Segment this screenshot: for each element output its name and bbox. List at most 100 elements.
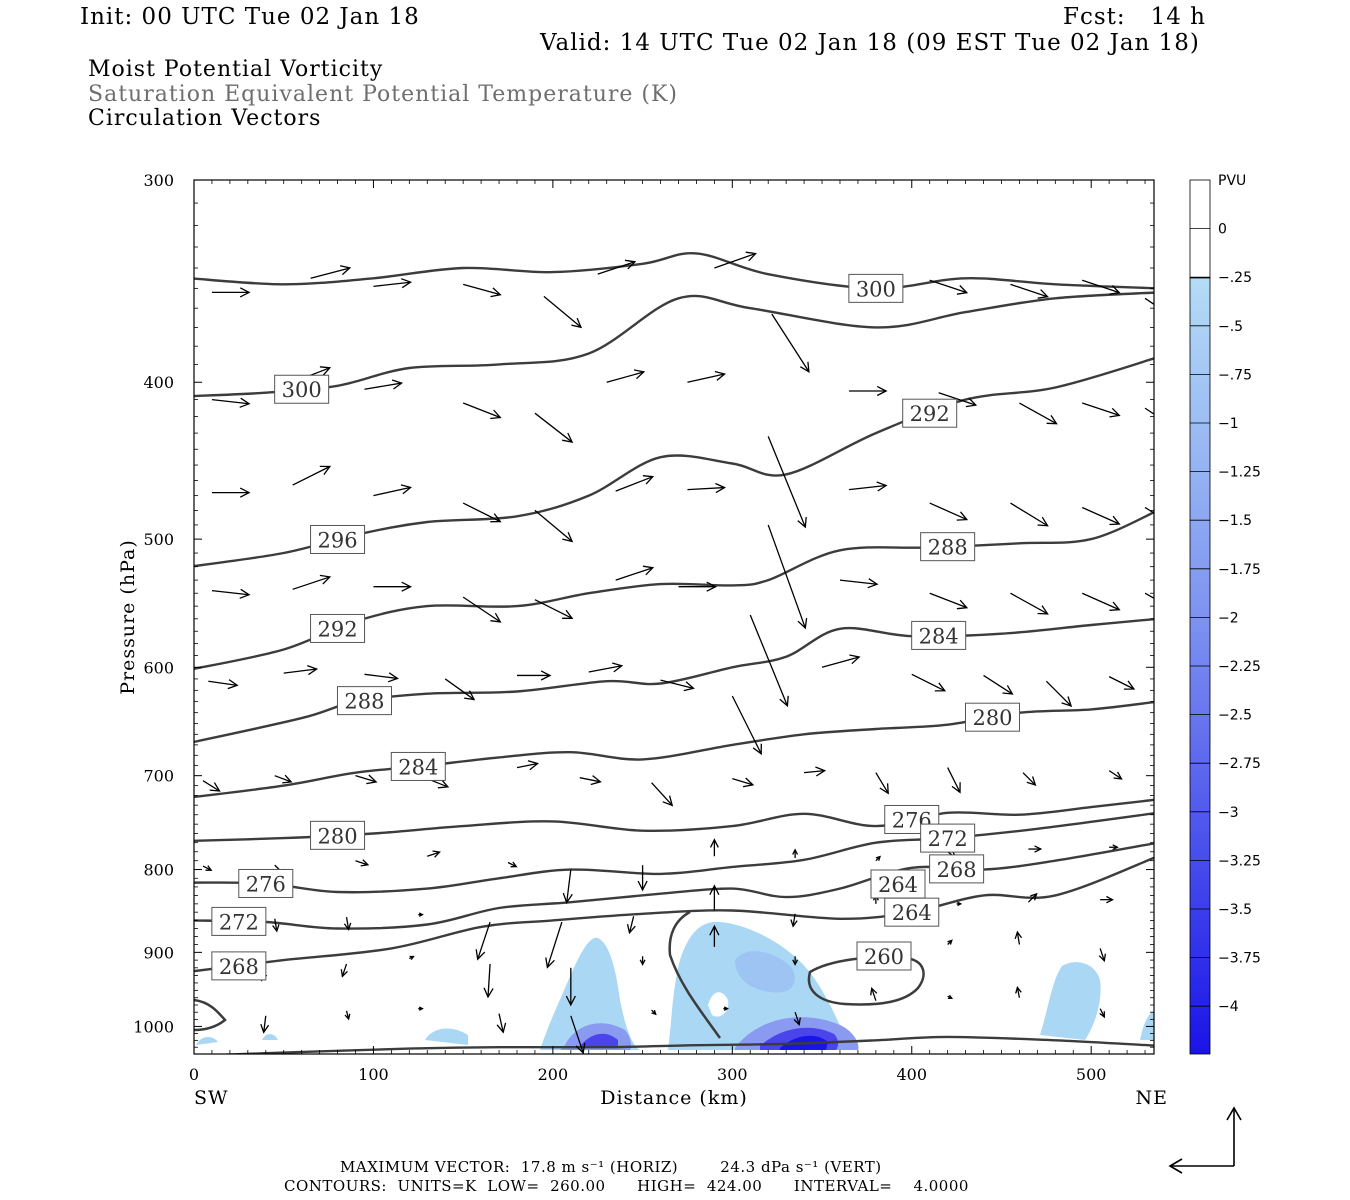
vector-arrow — [373, 484, 413, 497]
y-tick-label: 500 — [143, 530, 174, 549]
pv-area — [1040, 962, 1101, 1040]
contour-label: 268 — [929, 854, 985, 884]
vector-arrow — [839, 578, 879, 589]
circulation-vectors — [202, 251, 1154, 1054]
vector-arrow — [462, 596, 502, 623]
vector-arrow — [1144, 407, 1154, 415]
vector-arrow — [626, 916, 636, 935]
field-title-mpv: Moist Potential Vorticity — [88, 57, 384, 82]
vector-arrow — [1081, 506, 1121, 526]
contour-label: 272 — [211, 906, 267, 936]
vector-arrow — [444, 678, 476, 701]
vector-arrow — [597, 259, 637, 275]
colorbar-label: −2 — [1218, 610, 1239, 626]
vector-arrow — [651, 1009, 657, 1016]
pv-shading — [196, 921, 1154, 1050]
vector-arrow — [462, 283, 502, 298]
vector-arrow — [516, 670, 552, 681]
reference-vector — [1168, 1106, 1242, 1174]
contour-label: 280 — [965, 702, 1021, 732]
vector-arrow — [767, 524, 808, 630]
contour-line-264-fold — [668, 910, 722, 1039]
svg-text:292: 292 — [318, 617, 358, 641]
vector-arrow — [409, 955, 415, 960]
vector-arrow — [1108, 770, 1123, 780]
vector-arrow — [709, 884, 720, 911]
contour-label: 292 — [310, 613, 366, 643]
vector-arrow — [983, 674, 1014, 695]
pv-area — [425, 1028, 468, 1045]
vector-arrow — [606, 369, 646, 383]
axes: 300 400 500 600 700 800 900 1000 0 100 200 300 400 50… — [133, 171, 1154, 1084]
vector-arrow — [534, 412, 574, 443]
vector-arrow — [1144, 592, 1154, 599]
vector-arrow — [792, 848, 799, 859]
contour-line-280 — [194, 798, 1154, 842]
vector-arrow — [483, 963, 494, 999]
vector-arrow — [427, 850, 441, 858]
vector-arrow — [615, 565, 655, 581]
svg-text:296: 296 — [318, 528, 358, 552]
vector-arrow — [579, 775, 602, 786]
theta-es-contours — [194, 252, 1154, 1054]
field-title-theta-es: Saturation Equivalent Potential Temperat… — [88, 82, 678, 107]
pv-area — [708, 992, 729, 1017]
vector-arrow — [364, 672, 399, 683]
y-tick-label: 600 — [143, 658, 174, 677]
svg-text:276: 276 — [246, 872, 286, 896]
svg-text:284: 284 — [398, 755, 438, 779]
pv-area — [1140, 1010, 1154, 1040]
vector-arrow — [292, 465, 332, 486]
contour-label: 264 — [870, 869, 926, 899]
sw-label: SW — [194, 1087, 229, 1109]
vector-arrow — [639, 956, 646, 966]
colorbar-label: −.25 — [1218, 270, 1252, 286]
vector-arrow — [687, 482, 727, 494]
contour-line-300 — [194, 291, 1154, 398]
vector-arrow — [1144, 506, 1154, 514]
vector-arrow — [310, 265, 352, 279]
colorbar-label: −4 — [1218, 999, 1239, 1015]
vector-arrow — [274, 774, 293, 784]
vector-arrow — [947, 767, 961, 794]
vector-arrow — [208, 679, 239, 690]
contour-line-300 — [194, 252, 1154, 290]
vector-arrow — [562, 869, 573, 905]
vector-arrow — [462, 402, 502, 420]
vector-arrow — [355, 859, 370, 867]
colorbar-label: −1 — [1218, 416, 1239, 432]
svg-text:292: 292 — [910, 402, 950, 426]
vector-arrow — [848, 481, 888, 492]
svg-text:264: 264 — [878, 873, 918, 897]
vector-arrow — [344, 1010, 351, 1021]
vector-arrow — [565, 967, 576, 1007]
y-tick-label: 700 — [143, 767, 174, 786]
vector-arrow — [545, 921, 563, 969]
pv-area — [196, 1036, 218, 1045]
vector-arrow — [929, 502, 969, 521]
vector-arrow — [731, 695, 762, 756]
vector-arrow — [1109, 844, 1119, 851]
vector-arrow — [1028, 845, 1043, 853]
vector-arrow — [373, 581, 413, 592]
vector-arrow — [637, 865, 648, 892]
svg-text:300: 300 — [856, 277, 896, 301]
colorbar-label: −1.75 — [1218, 562, 1261, 578]
vector-arrow — [714, 251, 757, 269]
vector-arrow — [211, 397, 251, 408]
contour-label: 280 — [310, 820, 366, 850]
vector-arrow — [292, 574, 332, 590]
y-tick-label: 1000 — [133, 1017, 174, 1036]
colorbar-label: 0 — [1218, 222, 1227, 238]
vector-arrow — [211, 287, 251, 298]
vector-arrow — [749, 614, 789, 708]
vector-arrow — [343, 917, 352, 931]
vector-arrow — [1019, 402, 1058, 425]
y-tick-label: 900 — [143, 943, 174, 962]
vector-arrow — [283, 664, 319, 676]
contour-line-264 — [212, 1035, 1154, 1054]
vector-arrow — [709, 838, 719, 857]
colorbar: PVU 0 −.25 −.5 −.75 −1 −1.25 −1.5 −1.75 −2 −2.25 −2… — [1189, 173, 1261, 1055]
x-tick-label: 400 — [896, 1065, 927, 1084]
field-title-vectors: Circulation Vectors — [88, 106, 322, 131]
